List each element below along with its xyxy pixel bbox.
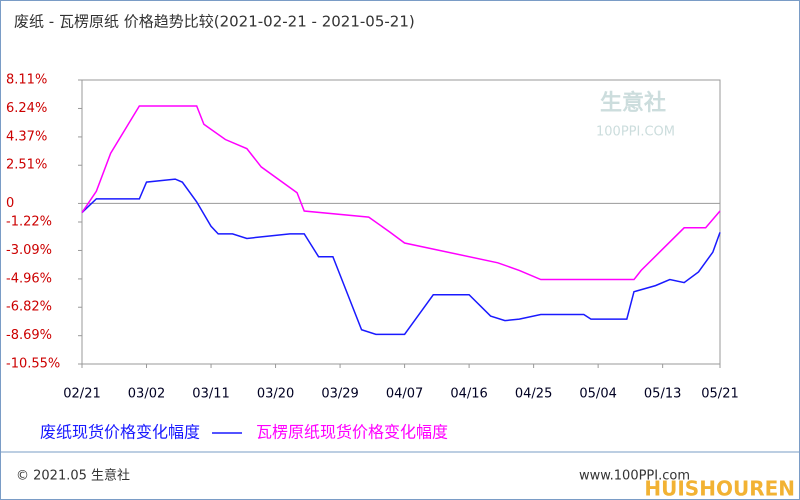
legend-label: 废纸现货价格变化幅度: [40, 423, 200, 442]
watermark-site: 100PPI.COM: [596, 125, 675, 140]
y-tick-label: -6.82%: [6, 300, 52, 315]
x-tick-label: 04/25: [515, 387, 552, 402]
x-tick-label: 05/21: [701, 387, 738, 402]
y-tick-label: -4.96%: [6, 271, 52, 286]
x-tick-label: 03/11: [192, 387, 229, 402]
footer-site: www.100PPI.com: [579, 469, 690, 484]
chart-title: 废纸 - 瓦楞原纸 价格趋势比较(2021-02-21 - 2021-05-21…: [14, 13, 415, 31]
series-line: [81, 178, 721, 336]
x-tick-label: 02/21: [63, 387, 100, 402]
x-tick-label: 05/04: [579, 387, 616, 402]
x-tick-label: 03/20: [257, 387, 294, 402]
y-tick-label: -10.55%: [6, 357, 60, 372]
x-tick-label: 03/29: [321, 387, 358, 402]
x-tick-label: 05/13: [644, 387, 681, 402]
series-line: [81, 105, 721, 281]
overlay-watermark: HUISHOUREN: [644, 477, 795, 500]
watermark: 生意社: [600, 90, 666, 116]
y-tick-label: 4.37%: [6, 129, 47, 144]
x-tick-label: 04/16: [450, 387, 487, 402]
legend-label: 瓦楞原纸现货价格变化幅度: [256, 423, 448, 442]
x-tick-label: 03/02: [128, 387, 165, 402]
y-tick-label: 2.51%: [6, 158, 47, 173]
y-tick-label: -3.09%: [6, 243, 52, 258]
x-tick-label: 04/07: [386, 387, 423, 402]
footer: © 2021.05 生意社: [16, 468, 130, 484]
y-tick-label: 0: [6, 196, 14, 211]
y-tick-label: 8.11%: [6, 73, 47, 88]
y-tick-label: -8.69%: [6, 328, 52, 343]
y-tick-label: 6.24%: [6, 101, 47, 116]
y-tick-label: -1.22%: [6, 215, 52, 230]
